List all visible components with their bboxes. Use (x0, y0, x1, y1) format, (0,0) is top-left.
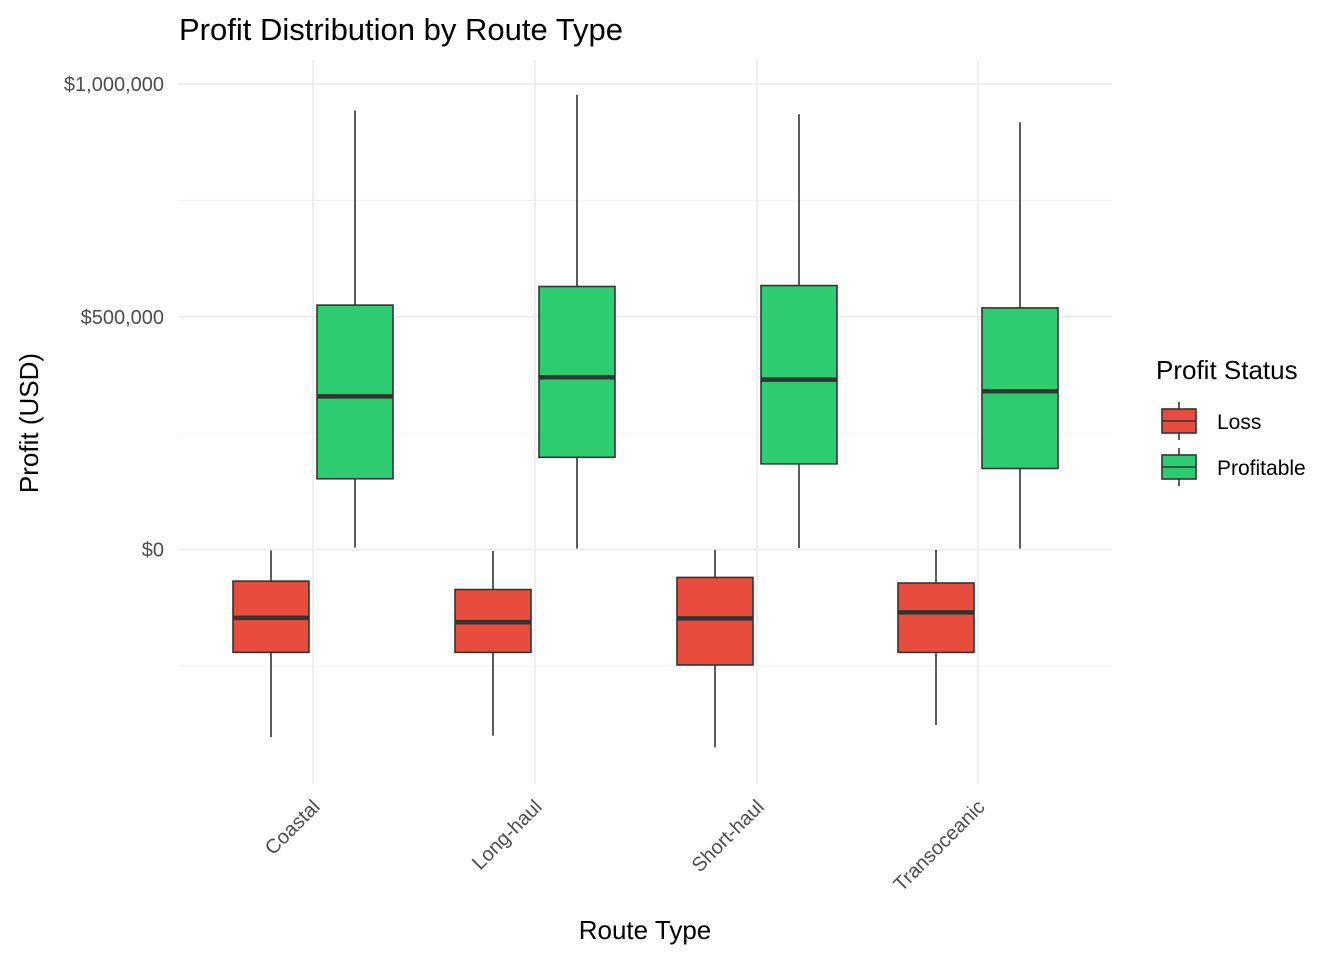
box-profitable-coastal (316, 110, 394, 548)
x-tick-label: Long-haul (468, 796, 546, 874)
legend-key-loss: Loss (1161, 402, 1261, 440)
box-marks (232, 94, 1059, 748)
box-loss-transoceanic (897, 549, 975, 725)
legend: Profit Status Loss Profitable (1156, 355, 1306, 486)
box-profitable-short-haul (760, 114, 838, 549)
box-profitable-transoceanic (981, 122, 1059, 549)
box-body (897, 582, 975, 654)
box-loss-long-haul (454, 550, 532, 736)
y-axis-title: Profit (USD) (14, 353, 44, 493)
y-tick-label: $500,000 (81, 307, 164, 329)
chart-title: Profit Distribution by Route Type (179, 12, 623, 47)
box-body (316, 304, 394, 480)
x-tick-label: Coastal (261, 796, 325, 860)
box-body (676, 576, 754, 666)
box-profitable-long-haul (538, 94, 616, 549)
legend-key-profitable: Profitable (1161, 448, 1306, 486)
box-loss-coastal (232, 550, 310, 738)
x-axis-title: Route Type (579, 915, 712, 945)
x-axis-ticks: Coastal Long-haul Short-haul Transoceanic (261, 796, 990, 896)
x-tick-label: Short-haul (688, 796, 769, 877)
y-axis-ticks: $0 $500,000 $1,000,000 (64, 74, 164, 562)
legend-label: Profitable (1217, 457, 1306, 480)
y-tick-label: $1,000,000 (64, 74, 164, 96)
box-body (760, 284, 838, 465)
y-tick-label: $0 (142, 540, 164, 562)
x-tick-label: Transoceanic (890, 796, 990, 896)
legend-label: Loss (1217, 411, 1261, 434)
legend-title: Profit Status (1156, 355, 1298, 385)
box-body (538, 285, 616, 459)
box-body (981, 307, 1059, 470)
box-loss-short-haul (676, 549, 754, 748)
